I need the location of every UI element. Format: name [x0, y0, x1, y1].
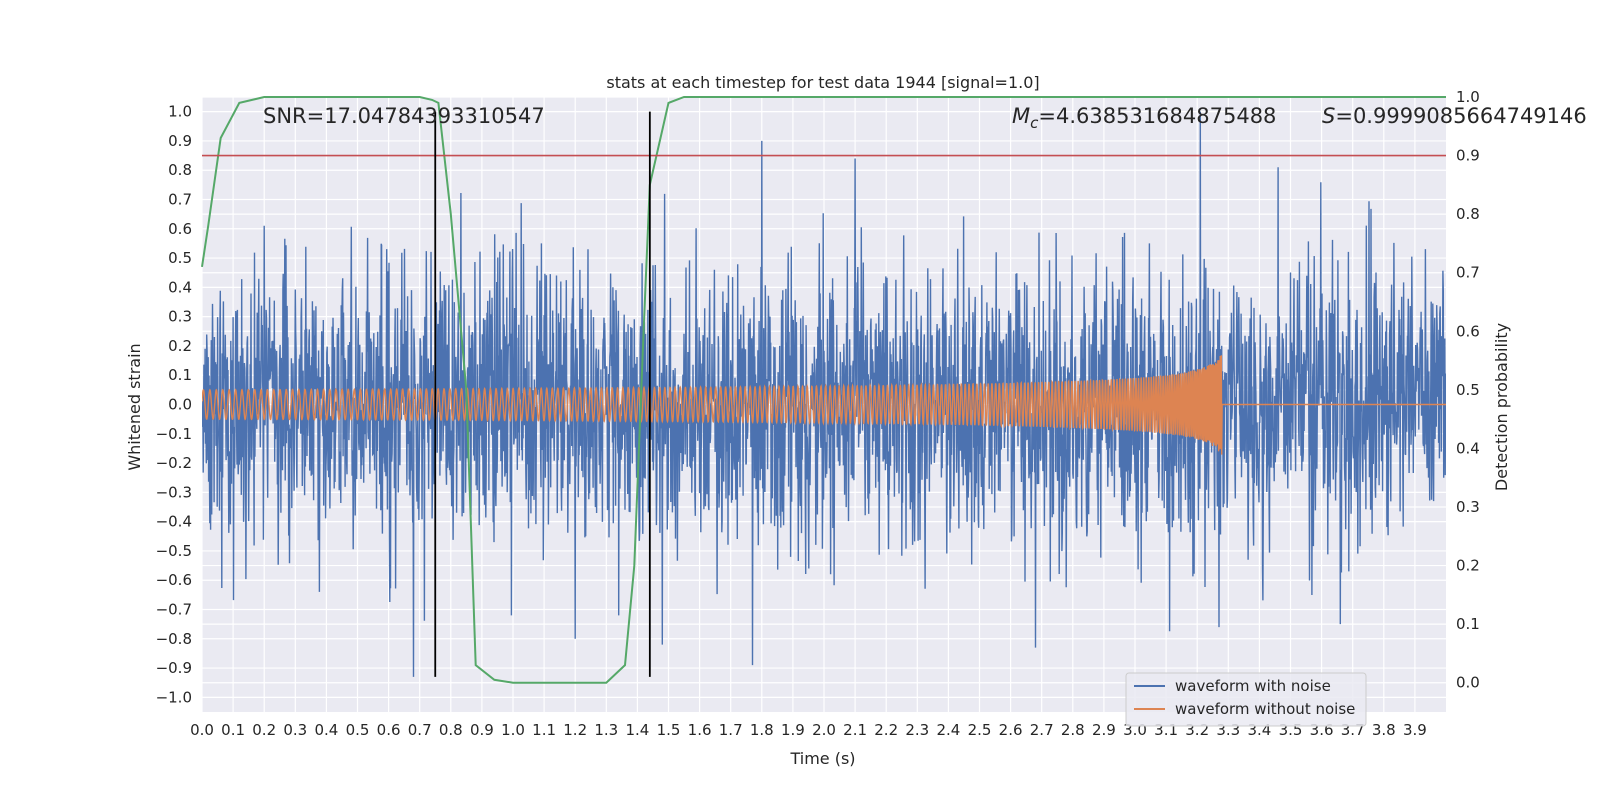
y2-tick-label: 0.7 — [1456, 264, 1480, 282]
chirp-mass-symbol: M — [1012, 104, 1030, 128]
noise-line — [202, 111, 1446, 677]
y-tick-label: 0.5 — [168, 249, 192, 267]
y2-tick-label: 0.9 — [1456, 147, 1480, 165]
y-tick-label: −0.4 — [156, 513, 192, 531]
y2-axis-ticks: 1.0 0.9 0.8 0.7 0.6 0.5 0.4 0.3 0.2 0.1 0.0 — [1456, 88, 1480, 692]
y-tick-label: −1.0 — [156, 688, 192, 706]
y-tick-label: −0.1 — [156, 425, 192, 443]
y2-tick-label: 0.6 — [1456, 322, 1480, 340]
x-tick-label: 2.1 — [843, 721, 867, 739]
y-tick-label: 0.0 — [168, 396, 192, 414]
y2-tick-label: 0.0 — [1456, 674, 1480, 692]
x-tick-label: 0.3 — [283, 721, 307, 739]
y-tick-label: −0.7 — [156, 601, 192, 619]
y-tick-label: −0.6 — [156, 571, 192, 589]
series-waveform-without-noise — [202, 355, 1446, 455]
legend: waveform with noise waveform without noi… — [1125, 672, 1367, 727]
x-axis-label: Time (s) — [789, 749, 855, 768]
x-tick-label: 1.5 — [657, 721, 681, 739]
x-tick-label: 2.3 — [905, 721, 929, 739]
y-axis-label: Whitened strain — [125, 343, 144, 470]
vertical-markers — [434, 111, 651, 677]
x-tick-label: 1.0 — [501, 721, 525, 739]
x-tick-label: 0.6 — [377, 721, 401, 739]
y-tick-label: 0.7 — [168, 191, 192, 209]
chirp-mass-annotation: Mc=4.638531684875488 — [1012, 104, 1276, 132]
probability-line — [201, 96, 1446, 684]
y2-tick-label: 0.2 — [1456, 557, 1480, 575]
series-detection-probability — [201, 96, 1446, 684]
x-tick-label: 2.8 — [1061, 721, 1085, 739]
x-tick-label: 0.8 — [439, 721, 463, 739]
x-tick-label: 1.6 — [688, 721, 712, 739]
y2-axis-label: Detection probability — [1492, 323, 1511, 491]
y-tick-label: −0.2 — [156, 454, 192, 472]
y2-tick-label: 1.0 — [1456, 88, 1480, 106]
y-tick-label: −0.9 — [156, 659, 192, 677]
y-tick-label: 0.2 — [168, 337, 192, 355]
x-tick-label: 2.7 — [1030, 721, 1054, 739]
x-tick-label: 2.4 — [936, 721, 960, 739]
y-tick-label: 1.0 — [168, 103, 192, 121]
y-tick-label: −0.5 — [156, 542, 192, 560]
y2-tick-label: 0.4 — [1456, 439, 1480, 457]
score-annotation: S=0.9999085664749146 — [1322, 104, 1587, 128]
x-tick-label: 2.0 — [812, 721, 836, 739]
series-waveform-with-noise — [202, 111, 1446, 677]
x-tick-label: 2.9 — [1092, 721, 1116, 739]
x-tick-label: 2.6 — [999, 721, 1023, 739]
clean-line — [202, 355, 1446, 455]
x-tick-label: 1.1 — [532, 721, 556, 739]
x-tick-label: 0.5 — [346, 721, 370, 739]
y-tick-label: 0.3 — [168, 308, 192, 326]
score-value: =0.9999085664749146 — [1335, 104, 1586, 128]
chirp-mass-value: =4.638531684875488 — [1038, 104, 1276, 128]
x-tick-label: 1.9 — [781, 721, 805, 739]
x-tick-label: 1.2 — [563, 721, 587, 739]
y-tick-label: 0.8 — [168, 161, 192, 179]
x-tick-label: 0.9 — [470, 721, 494, 739]
legend-box — [1125, 672, 1367, 727]
x-tick-label: 0.2 — [252, 721, 276, 739]
y-tick-label: 0.1 — [168, 366, 192, 384]
legend-label-clean: waveform without noise — [1175, 700, 1355, 718]
chart-title: stats at each timestep for test data 194… — [606, 73, 1039, 92]
x-tick-label: 1.4 — [625, 721, 649, 739]
snr-annotation: SNR=17.04784393310547 — [263, 104, 545, 128]
y-axis-ticks: 1.0 0.9 0.8 0.7 0.6 0.5 0.4 0.3 0.2 0.1 0.0 −0.1 −0.… — [156, 103, 192, 707]
x-tick-label: 3.9 — [1403, 721, 1427, 739]
y-tick-label: −0.8 — [156, 630, 192, 648]
x-tick-label: 0.0 — [190, 721, 214, 739]
x-tick-label: 2.5 — [968, 721, 992, 739]
x-tick-label: 1.8 — [750, 721, 774, 739]
y-tick-label: −0.3 — [156, 483, 192, 501]
legend-label-noise: waveform with noise — [1175, 677, 1331, 695]
x-tick-label: 0.7 — [408, 721, 432, 739]
x-tick-label: 0.1 — [221, 721, 245, 739]
x-tick-label: 1.3 — [594, 721, 618, 739]
y2-tick-label: 0.8 — [1456, 205, 1480, 223]
score-symbol: S — [1322, 104, 1335, 128]
y-tick-label: 0.4 — [168, 278, 192, 296]
y-tick-label: 0.6 — [168, 220, 192, 238]
x-tick-label: 3.8 — [1372, 721, 1396, 739]
y2-tick-label: 0.3 — [1456, 498, 1480, 516]
y2-tick-label: 0.5 — [1456, 381, 1480, 399]
chirp-mass-subscript: c — [1030, 114, 1039, 132]
y-tick-label: 0.9 — [168, 132, 192, 150]
y2-tick-label: 0.1 — [1456, 615, 1480, 633]
x-tick-label: 2.2 — [874, 721, 898, 739]
x-tick-label: 1.7 — [719, 721, 743, 739]
x-tick-label: 0.4 — [314, 721, 338, 739]
